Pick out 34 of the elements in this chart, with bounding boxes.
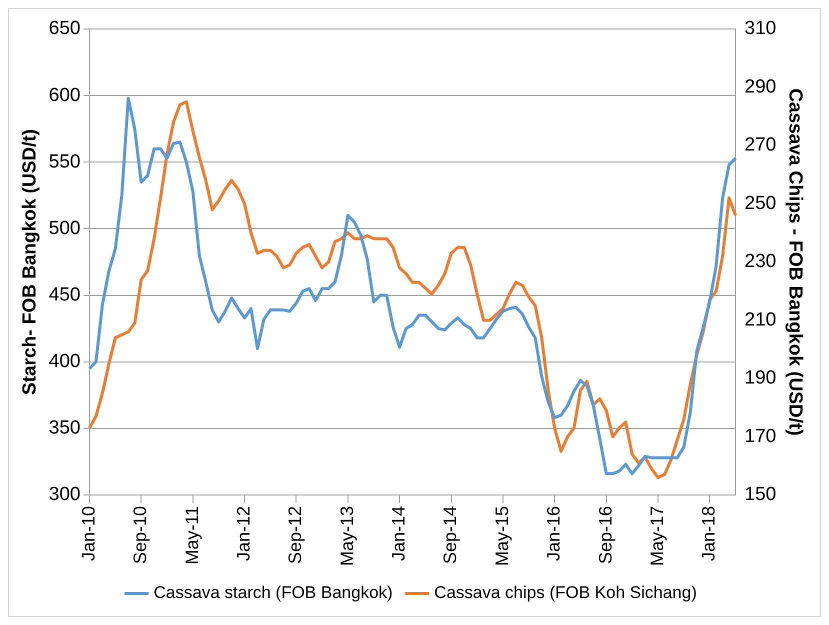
x-tick-label: Jan-10 (78, 506, 98, 562)
y-tick-label: 300 (48, 484, 80, 506)
x-tick-label: Sep-12 (285, 506, 306, 564)
legend-label: Cassava starch (FOB Bangkok) (154, 583, 393, 602)
x-tick-label: Jan-12 (234, 506, 254, 562)
x-tick-label: May-15 (492, 506, 512, 566)
y2-tick-label: 290 (744, 76, 776, 98)
y2-tick-label: 170 (744, 426, 776, 447)
y2-tick-label: 210 (744, 309, 776, 330)
y2-tick-label: 230 (744, 251, 776, 272)
y-tick-label: 650 (48, 18, 80, 40)
x-tick-label: Sep-14 (440, 506, 460, 564)
legend-label: Cassava chips (FOB Koh Sichang) (434, 583, 697, 602)
y2-axis-title: Cassava Chips - FOB Bangkok (USD/t) (784, 88, 806, 436)
y-axis-title: Starch- FOB Bangkok (USD/t) (20, 128, 41, 396)
x-tick-label: Jan-14 (388, 506, 409, 562)
x-tick-label: May-13 (336, 506, 357, 566)
x-tick-label: May-11 (182, 506, 202, 565)
x-tick-label: Sep-10 (130, 506, 150, 564)
x-tick-label: Jan-18 (698, 506, 719, 562)
x-tick-label: Sep-16 (595, 506, 616, 564)
y2-tick-label: 270 (744, 134, 776, 156)
y-tick-label: 450 (48, 284, 80, 306)
y-tick-label: 600 (48, 84, 80, 106)
y2-tick-label: 310 (744, 18, 776, 40)
y2-tick-label: 190 (744, 368, 776, 389)
y2-tick-label: 250 (744, 192, 776, 214)
y-tick-label: 400 (48, 351, 80, 372)
y-tick-label: 350 (48, 418, 80, 439)
y-tick-label: 500 (48, 218, 80, 239)
x-tick-label: Jan-16 (544, 506, 564, 562)
y2-tick-label: 150 (744, 484, 776, 506)
y-tick-label: 550 (48, 151, 80, 172)
x-tick-label: May-17 (646, 506, 667, 566)
